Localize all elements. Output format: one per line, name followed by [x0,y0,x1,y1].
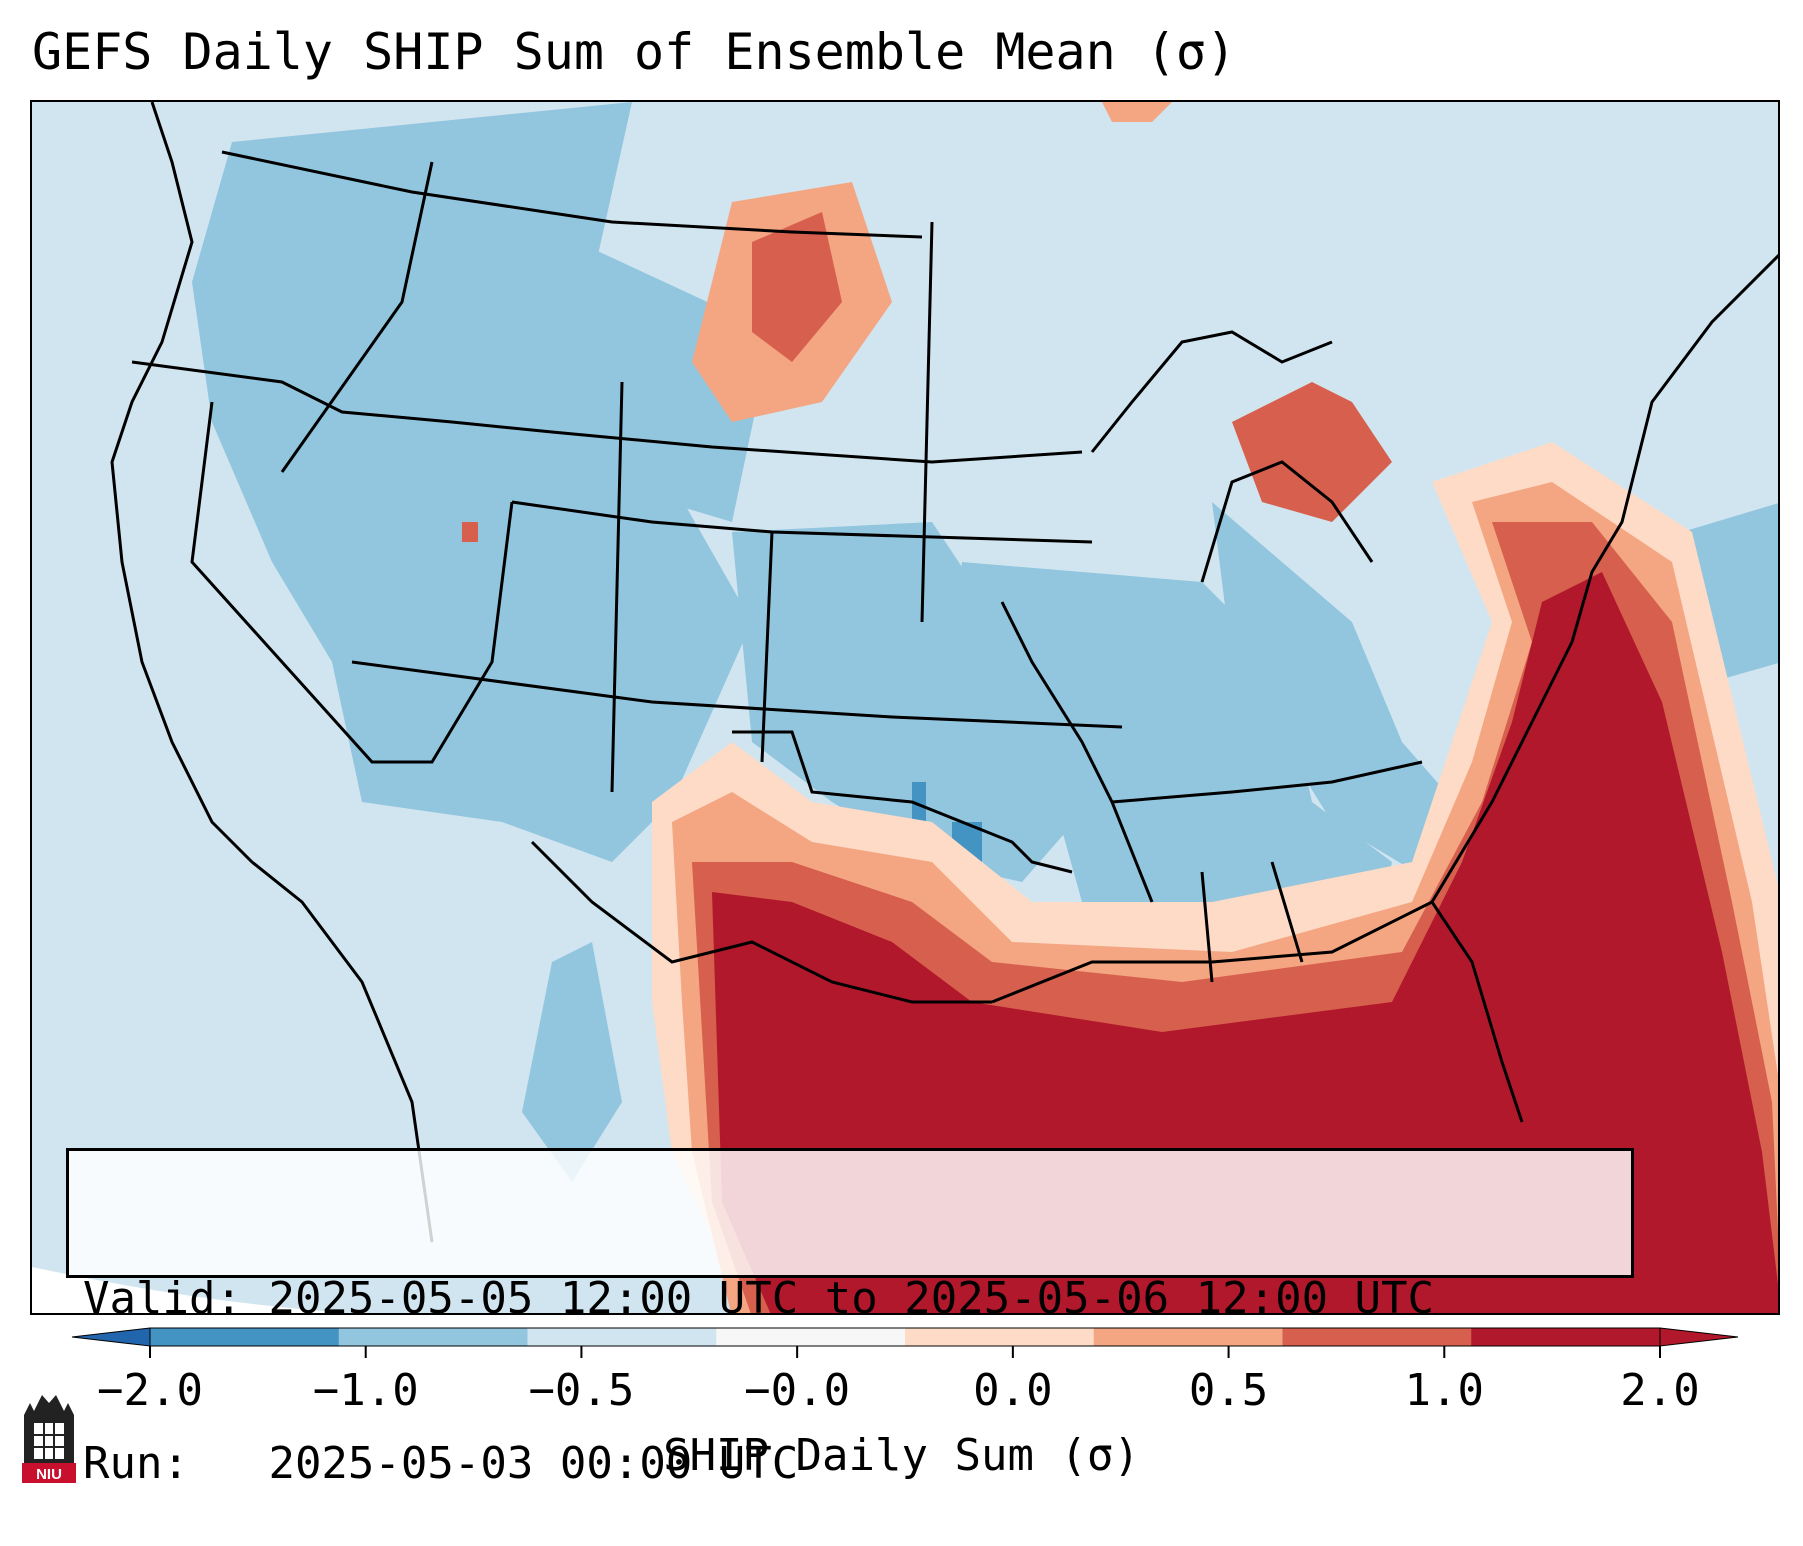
wyoming-border [511,500,1093,544]
colorbar-segment [1282,1328,1472,1346]
colorbar-segment [150,1328,340,1346]
west-coastline [110,102,434,1243]
colorbar-extend-low [71,1327,151,1347]
colorbar-segment [905,1328,1095,1346]
run-row: Run: 2025-05-03 00:00 UTC [83,1436,1617,1491]
valid-value: 2025-05-05 12:00 UTC to 2025-05-06 12:00… [268,1273,1435,1324]
state-line-north [131,360,1083,464]
colorbar-frame [149,1327,1661,1347]
idaho-border [280,161,434,473]
valid-label: Valid: [83,1273,242,1324]
colorbar-segment [527,1328,717,1346]
colorbar-ticks [149,1346,1661,1358]
map-panel [30,100,1780,1315]
vertical-state-lines [610,221,934,793]
map-title: GEFS Daily SHIP Sum of Ensemble Mean (σ) [32,23,1237,81]
colorbar-tick-label: −0.5 [528,1365,635,1416]
colorbar-tick-label: 1.0 [1404,1365,1485,1416]
ship-field-map [32,102,1778,1313]
gulf-coast [991,900,1433,1004]
colorbar-tick-label: 0.0 [973,1365,1053,1416]
niu-logo-icon: NIU [22,1395,76,1483]
colorbar-segment [1471,1328,1661,1346]
colorbar-segment [338,1328,528,1346]
colorbar-tick-label: −1.0 [312,1365,419,1416]
ohio-valley-negative [1212,502,1472,882]
logo-text: NIU [36,1466,62,1483]
colorbar-segments [71,1327,1739,1347]
run-value: 2025-05-03 00:00 UTC [268,1438,799,1489]
valid-run-info-box: Valid: 2025-05-05 12:00 UTC to 2025-05-0… [66,1148,1634,1489]
colorbar-tick-label: 2.0 [1620,1365,1700,1416]
positive-anomaly-areas [462,102,1778,1313]
colorbar-tick-label: −2.0 [97,1365,203,1416]
great-lakes-shore [1090,330,1333,453]
colorbar-extend-high [1659,1327,1739,1347]
lake-michigan-erie [1200,460,1374,583]
canada-border [221,150,923,239]
projection-edge [32,1267,345,1313]
run-label: Run: [83,1438,189,1489]
rio-grande-gulf-coast [530,840,992,1004]
mexico-negative [522,942,622,1182]
colorbar-tick-label: 0.5 [1188,1365,1269,1416]
southeast-state-lines [1200,861,1304,983]
colorbar-label: SHIP Daily Sum (σ) [663,1430,1140,1481]
negative-anomaly-areas [192,102,1778,1182]
northern-rockies-negative [492,202,772,522]
colorbar-segment [1093,1328,1283,1346]
oklahoma-border [732,730,1073,874]
political-boundaries [110,102,1778,1243]
west-negative-region [192,102,752,862]
nevada-border [190,401,514,764]
state-line-central [351,660,1123,729]
mississippi-river [1000,601,1154,903]
colorbar-tick-label: −0.0 [744,1365,851,1416]
colorbar [71,1327,1739,1358]
east-coast [1430,253,1778,903]
florida-coast [1430,901,1524,1123]
tennessee-border [1111,760,1423,804]
valid-row: Valid: 2025-05-05 12:00 UTC to 2025-05-0… [83,1271,1617,1326]
colorbar-segment [716,1328,906,1346]
